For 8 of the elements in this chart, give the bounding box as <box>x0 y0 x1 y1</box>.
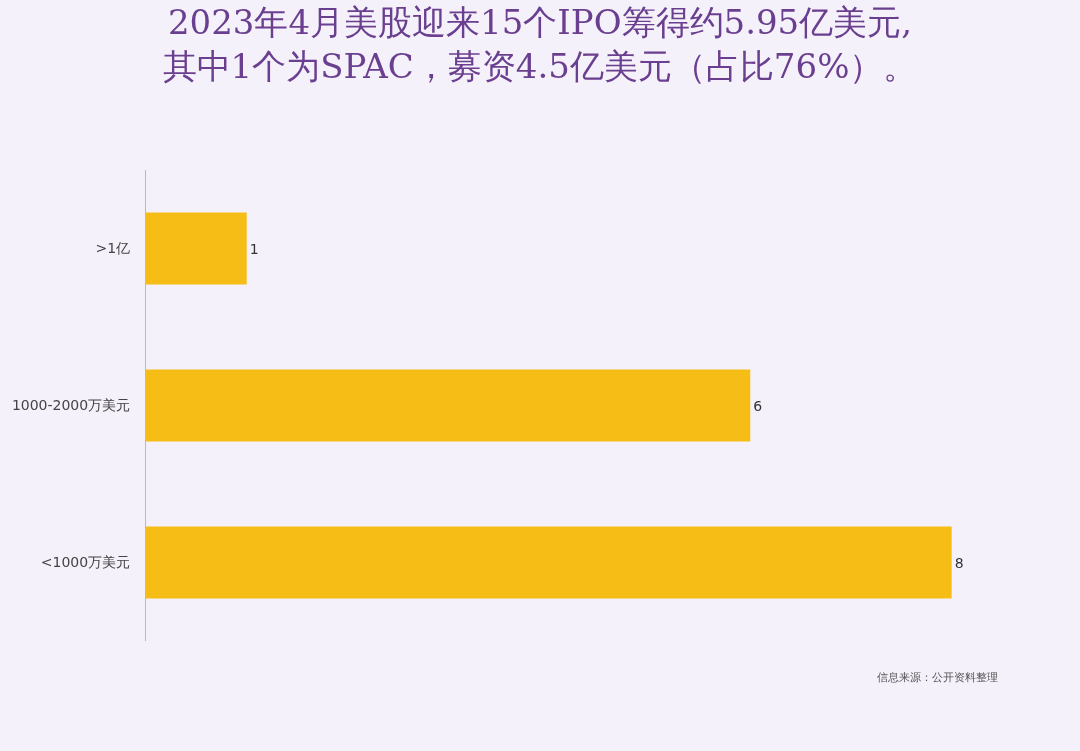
data-label: 6 <box>753 397 763 414</box>
data-label: 8 <box>954 554 964 571</box>
y-tick-label: <1000万美元 <box>40 554 131 571</box>
data-label: 1 <box>249 240 259 257</box>
text: 信息来源：公开资料整理 <box>877 671 998 684</box>
y-tick-label: 1000-2000万美元 <box>11 397 131 414</box>
chart-title: 2023年4月美股迎来15个IPO筹得约5.95亿美元, 其中1个为SPAC，募资4.5亿美元（占比76%）。 <box>162 1 918 86</box>
y-tick-label: >1亿 <box>95 240 131 257</box>
